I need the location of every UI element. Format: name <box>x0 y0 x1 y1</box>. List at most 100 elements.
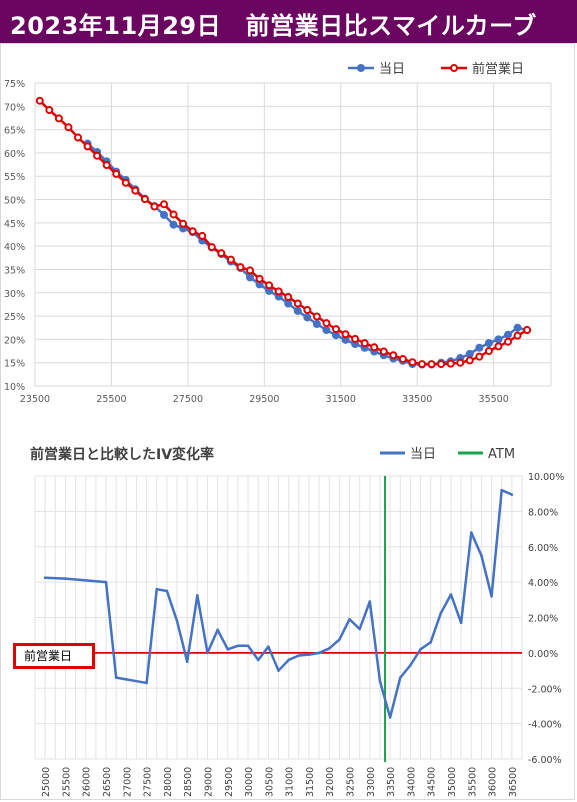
data-point-current <box>475 343 484 352</box>
x-tick-label: 31500 <box>326 394 356 405</box>
data-point-current <box>480 554 483 557</box>
data-point-previous <box>45 106 54 115</box>
data-point-current <box>409 663 412 667</box>
data-point-current <box>378 679 382 683</box>
data-point-previous <box>150 202 159 211</box>
data-point-previous <box>332 325 340 334</box>
y-tick-label: 25% <box>4 312 25 323</box>
data-point-current <box>160 210 168 219</box>
x-tick-label: 29500 <box>224 767 235 797</box>
x-tick-label: 35000 <box>447 767 458 797</box>
data-point-previous <box>389 351 398 360</box>
y-tick-label: 40% <box>4 242 25 253</box>
data-point-current <box>246 644 250 648</box>
data-point-current <box>175 619 179 623</box>
data-point-previous <box>379 347 388 356</box>
data-point-current <box>43 576 47 580</box>
y-tick-label: 45% <box>4 219 25 230</box>
x-tick-label: 32000 <box>325 767 336 797</box>
y-tick-label: 75% <box>4 79 25 90</box>
data-point-previous <box>284 292 293 301</box>
data-point-previous <box>456 358 465 367</box>
y-tick-label: 10% <box>4 382 25 393</box>
iv-change-chart: 前営業日と比較したIV変化率 -6.00% -4.00% -2.00% 0.00% 2.0… <box>30 446 564 797</box>
y-tick-label: 65% <box>4 126 25 137</box>
series-line-previous <box>38 99 528 366</box>
y-tick-label: -6.00% <box>528 755 562 766</box>
data-point-previous <box>418 360 426 369</box>
data-point-previous <box>360 339 369 348</box>
data-point-current <box>312 320 321 329</box>
data-point-current <box>297 654 301 657</box>
data-point-previous <box>255 274 264 283</box>
data-point-previous <box>179 219 188 228</box>
data-point-previous <box>112 169 121 178</box>
data-point-current <box>303 313 312 322</box>
y-tick-label: 20% <box>4 335 25 346</box>
data-point-previous <box>35 96 44 105</box>
y-tick-label: -4.00% <box>528 720 562 731</box>
data-point-previous <box>54 114 63 123</box>
legend-label: 前営業日 <box>472 61 524 77</box>
x-tick-label: 28500 <box>183 767 194 797</box>
x-tick-label: 33000 <box>366 767 377 797</box>
data-point-current <box>484 339 493 348</box>
data-point-previous <box>74 133 82 142</box>
data-point-current <box>449 593 453 596</box>
data-point-current <box>341 335 350 344</box>
data-point-current <box>348 617 351 621</box>
page-title: 2023年11月29日 前営業日比スマイルカーブ <box>10 12 537 40</box>
data-point-current <box>500 488 504 492</box>
data-point-current <box>332 331 340 340</box>
data-point-previous <box>513 331 522 340</box>
data-point-previous <box>121 178 130 187</box>
data-point-current <box>398 676 402 679</box>
data-point-previous <box>64 123 73 132</box>
data-point-current <box>277 669 280 672</box>
x-tick-label: 36500 <box>508 767 519 797</box>
y-tick-label: 2.00% <box>528 614 558 625</box>
legend-label: 当日 <box>410 447 436 462</box>
data-point-current <box>284 299 293 308</box>
legend-label: 当日 <box>379 62 405 77</box>
data-point-current <box>469 531 473 534</box>
chart-title: 前営業日と比較したIV変化率 <box>30 446 214 463</box>
x-tick-label: 34500 <box>427 767 438 797</box>
data-point-current <box>185 660 189 664</box>
x-tick-label: 25500 <box>96 394 126 405</box>
y-tick-label: 35% <box>4 265 25 276</box>
data-point-current <box>510 493 514 496</box>
data-point-previous <box>265 281 274 290</box>
data-point-current <box>494 335 503 344</box>
x-tick-label: 25500 <box>61 767 72 797</box>
x-tick-label: 26000 <box>82 767 93 797</box>
data-point-previous <box>408 358 417 367</box>
data-point-current <box>226 648 230 651</box>
data-point-previous <box>312 312 321 321</box>
data-point-current <box>236 644 240 648</box>
data-point-current <box>322 326 331 335</box>
data-point-previous <box>236 263 245 272</box>
x-tick-label: 36000 <box>488 767 499 797</box>
data-point-current <box>293 306 302 315</box>
legend-marker <box>357 64 365 72</box>
x-tick-label: 31500 <box>305 767 316 797</box>
x-tick-label: 29000 <box>203 767 214 797</box>
x-tick-label: 29500 <box>249 394 279 405</box>
data-point-previous <box>198 231 207 240</box>
data-point-previous <box>303 306 312 315</box>
data-point-current <box>490 594 493 598</box>
data-point-previous <box>398 354 407 363</box>
series-line-current <box>86 142 528 366</box>
data-point-current <box>317 651 321 655</box>
x-tick-label: 32500 <box>346 767 357 797</box>
y-tick-label: 4.00% <box>528 578 558 589</box>
data-point-current <box>155 587 159 591</box>
data-point-current <box>267 645 270 648</box>
data-point-previous <box>274 287 283 296</box>
data-point-current <box>206 651 209 655</box>
data-point-current <box>419 648 422 651</box>
y-tick-label: 6.00% <box>528 543 558 554</box>
data-point-current <box>459 621 463 625</box>
data-point-current <box>246 273 254 282</box>
